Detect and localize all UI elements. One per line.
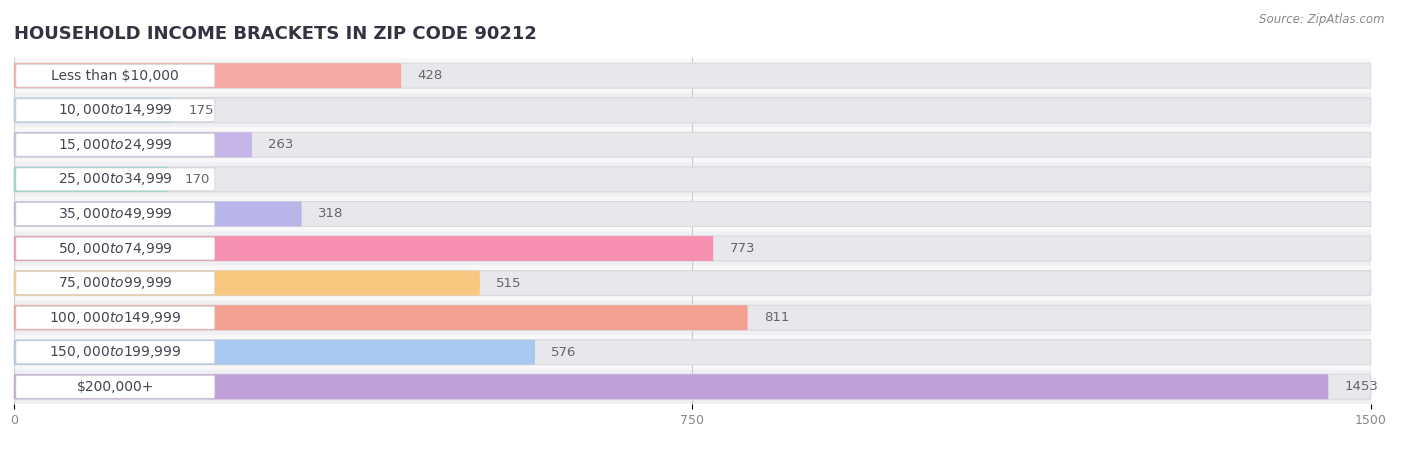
Text: $50,000 to $74,999: $50,000 to $74,999: [58, 241, 173, 256]
Text: $75,000 to $99,999: $75,000 to $99,999: [58, 275, 173, 291]
Text: $15,000 to $24,999: $15,000 to $24,999: [58, 137, 173, 153]
Text: 1453: 1453: [1344, 380, 1378, 393]
FancyBboxPatch shape: [14, 271, 479, 295]
FancyBboxPatch shape: [14, 266, 1371, 300]
FancyBboxPatch shape: [15, 133, 215, 156]
Text: 175: 175: [188, 104, 214, 117]
Text: 263: 263: [269, 138, 294, 151]
Text: $200,000+: $200,000+: [77, 380, 155, 394]
Text: 811: 811: [763, 311, 789, 324]
FancyBboxPatch shape: [14, 98, 1371, 123]
Text: Source: ZipAtlas.com: Source: ZipAtlas.com: [1260, 13, 1385, 26]
FancyBboxPatch shape: [14, 132, 1371, 157]
FancyBboxPatch shape: [14, 63, 401, 88]
FancyBboxPatch shape: [14, 132, 252, 157]
FancyBboxPatch shape: [15, 202, 215, 225]
Text: HOUSEHOLD INCOME BRACKETS IN ZIP CODE 90212: HOUSEHOLD INCOME BRACKETS IN ZIP CODE 90…: [14, 25, 537, 43]
Text: 428: 428: [418, 69, 443, 82]
FancyBboxPatch shape: [14, 305, 1371, 330]
FancyBboxPatch shape: [14, 128, 1371, 162]
FancyBboxPatch shape: [14, 63, 1371, 88]
FancyBboxPatch shape: [14, 236, 1371, 261]
FancyBboxPatch shape: [14, 197, 1371, 231]
FancyBboxPatch shape: [14, 231, 1371, 266]
FancyBboxPatch shape: [15, 99, 215, 122]
FancyBboxPatch shape: [14, 202, 302, 226]
FancyBboxPatch shape: [14, 305, 748, 330]
FancyBboxPatch shape: [14, 340, 1371, 365]
FancyBboxPatch shape: [14, 271, 1371, 295]
Text: 170: 170: [184, 173, 209, 186]
FancyBboxPatch shape: [14, 167, 167, 192]
Text: $100,000 to $149,999: $100,000 to $149,999: [49, 310, 181, 326]
FancyBboxPatch shape: [14, 300, 1371, 335]
FancyBboxPatch shape: [14, 93, 1371, 128]
FancyBboxPatch shape: [15, 168, 215, 191]
FancyBboxPatch shape: [14, 98, 173, 123]
FancyBboxPatch shape: [14, 374, 1371, 399]
FancyBboxPatch shape: [15, 64, 215, 87]
FancyBboxPatch shape: [14, 236, 713, 261]
FancyBboxPatch shape: [14, 340, 536, 365]
FancyBboxPatch shape: [15, 237, 215, 260]
FancyBboxPatch shape: [15, 272, 215, 295]
Text: $35,000 to $49,999: $35,000 to $49,999: [58, 206, 173, 222]
FancyBboxPatch shape: [14, 162, 1371, 197]
FancyBboxPatch shape: [15, 306, 215, 329]
FancyBboxPatch shape: [14, 58, 1371, 93]
Text: $10,000 to $14,999: $10,000 to $14,999: [58, 102, 173, 118]
FancyBboxPatch shape: [14, 370, 1371, 404]
Text: $25,000 to $34,999: $25,000 to $34,999: [58, 172, 173, 187]
FancyBboxPatch shape: [15, 341, 215, 364]
FancyBboxPatch shape: [14, 335, 1371, 370]
Text: $150,000 to $199,999: $150,000 to $199,999: [49, 344, 181, 360]
FancyBboxPatch shape: [14, 202, 1371, 226]
FancyBboxPatch shape: [14, 167, 1371, 192]
Text: 515: 515: [496, 277, 522, 290]
Text: 773: 773: [730, 242, 755, 255]
FancyBboxPatch shape: [15, 375, 215, 398]
FancyBboxPatch shape: [14, 374, 1329, 399]
Text: 576: 576: [551, 346, 576, 359]
Text: Less than $10,000: Less than $10,000: [52, 69, 179, 83]
Text: 318: 318: [318, 207, 343, 220]
